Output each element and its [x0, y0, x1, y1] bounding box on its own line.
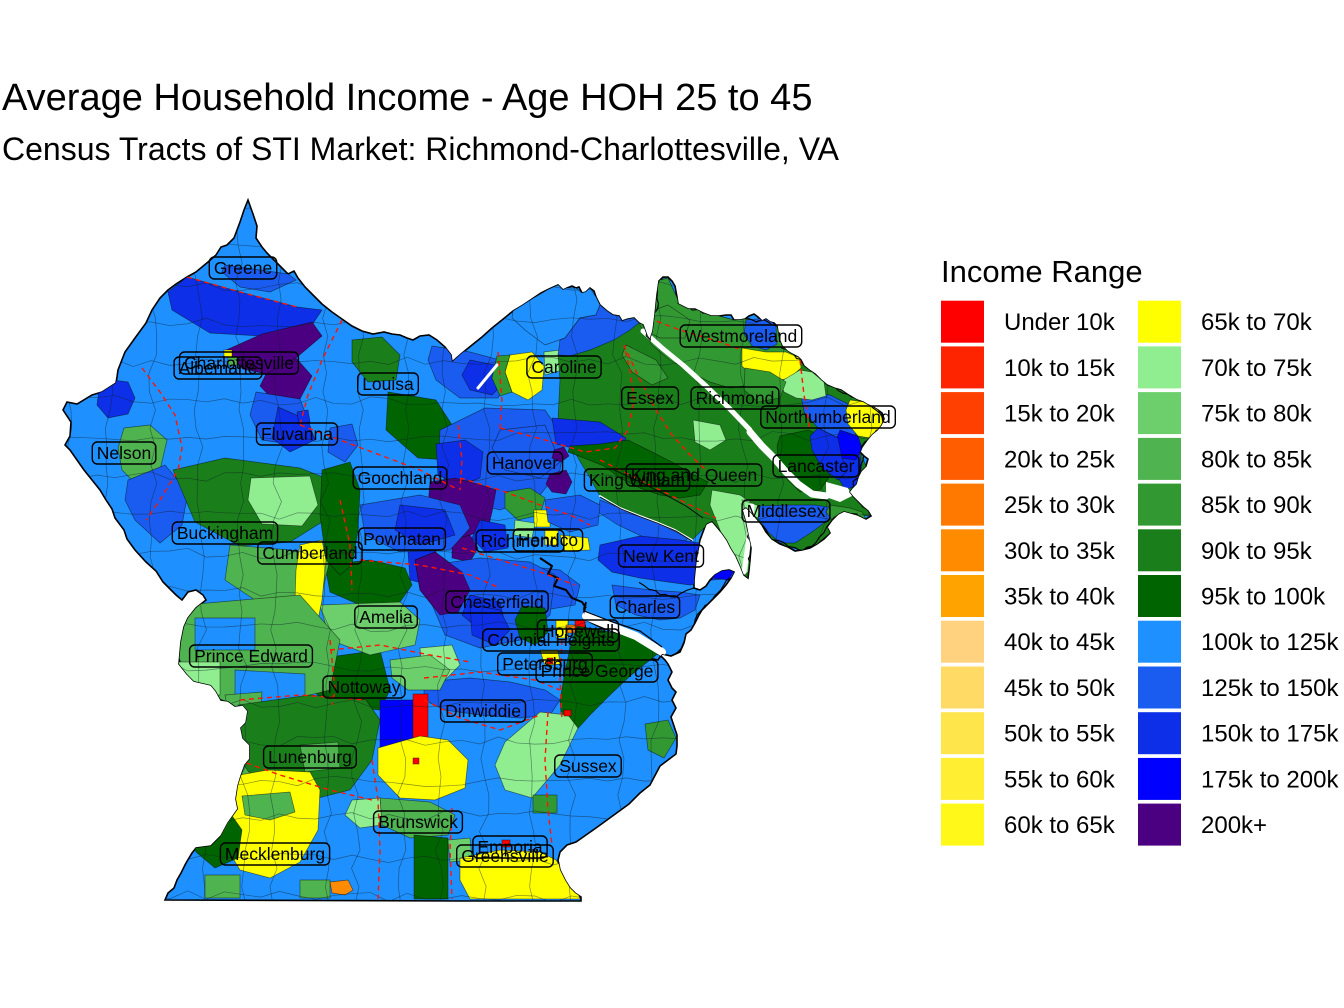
svg-text:75k to 80k: 75k to 80k — [1201, 401, 1313, 428]
svg-text:95k to 100k: 95k to 100k — [1201, 584, 1326, 611]
svg-text:Amelia: Amelia — [359, 607, 413, 627]
svg-text:Emporia: Emporia — [477, 837, 542, 857]
svg-text:70k to 75k: 70k to 75k — [1201, 355, 1313, 382]
svg-text:King William: King William — [589, 470, 685, 490]
svg-text:Hopewell: Hopewell — [542, 621, 614, 641]
svg-text:Brunswick: Brunswick — [378, 812, 458, 832]
svg-text:50k to 55k: 50k to 55k — [1004, 721, 1116, 748]
svg-text:40k to 45k: 40k to 45k — [1004, 629, 1116, 656]
svg-text:Greensville: Greensville — [461, 846, 549, 866]
svg-text:125k to 150k: 125k to 150k — [1201, 675, 1339, 702]
svg-text:45k to 50k: 45k to 50k — [1004, 675, 1116, 702]
svg-text:150k to 175k: 150k to 175k — [1201, 721, 1339, 748]
svg-text:Cumberland: Cumberland — [262, 543, 357, 563]
svg-text:Goochland: Goochland — [358, 468, 443, 488]
svg-text:Middlesex: Middlesex — [747, 501, 826, 521]
svg-text:Nottoway: Nottoway — [328, 677, 401, 697]
svg-text:Westmoreland: Westmoreland — [685, 326, 798, 346]
svg-text:Dinwiddie: Dinwiddie — [445, 701, 521, 721]
svg-text:Petersburg: Petersburg — [502, 654, 588, 674]
svg-text:Caroline: Caroline — [531, 357, 596, 377]
svg-text:Fluvanna: Fluvanna — [261, 424, 333, 444]
svg-text:Prince George: Prince George — [541, 661, 654, 681]
svg-text:Under 10k: Under 10k — [1004, 309, 1116, 336]
svg-text:Sussex: Sussex — [559, 756, 617, 776]
svg-text:Richmond: Richmond — [696, 388, 775, 408]
svg-text:Average Household Income - Age: Average Household Income - Age HOH 25 to… — [2, 77, 812, 119]
svg-text:Louisa: Louisa — [362, 374, 414, 394]
svg-text:Northumberland: Northumberland — [765, 407, 890, 427]
svg-text:Census Tracts of STI Market: R: Census Tracts of STI Market: Richmond-Ch… — [2, 131, 840, 167]
svg-text:Chesterfield: Chesterfield — [450, 592, 543, 612]
svg-text:15k to 20k: 15k to 20k — [1004, 401, 1116, 428]
svg-text:90k to 95k: 90k to 95k — [1201, 538, 1313, 565]
svg-text:Powhatan: Powhatan — [363, 529, 441, 549]
svg-text:Colonial Heights: Colonial Heights — [487, 630, 615, 650]
svg-text:85k to 90k: 85k to 90k — [1201, 492, 1313, 519]
svg-text:King and Queen: King and Queen — [631, 465, 758, 485]
svg-text:25k to 30k: 25k to 30k — [1004, 492, 1116, 519]
svg-text:Buckingham: Buckingham — [177, 523, 273, 543]
svg-text:Greene: Greene — [214, 258, 272, 278]
svg-text:60k to 65k: 60k to 65k — [1004, 812, 1116, 839]
svg-text:Essex: Essex — [626, 388, 674, 408]
svg-text:80k to 85k: 80k to 85k — [1201, 446, 1313, 473]
svg-text:35k to 40k: 35k to 40k — [1004, 584, 1116, 611]
svg-text:200k+: 200k+ — [1201, 812, 1267, 839]
svg-text:55k to 60k: 55k to 60k — [1004, 766, 1116, 793]
svg-text:Lancaster: Lancaster — [778, 456, 855, 476]
svg-text:Albemarle: Albemarle — [179, 358, 258, 378]
svg-text:10k to 15k: 10k to 15k — [1004, 355, 1116, 382]
svg-text:Mecklenburg: Mecklenburg — [225, 844, 325, 864]
svg-text:Hanover: Hanover — [492, 453, 558, 473]
svg-text:Henrico: Henrico — [518, 530, 578, 550]
svg-text:175k to 200k: 175k to 200k — [1201, 766, 1339, 793]
svg-text:Lunenburg: Lunenburg — [268, 747, 352, 767]
svg-text:Charlottesville: Charlottesville — [184, 353, 294, 373]
svg-text:100k to 125k: 100k to 125k — [1201, 629, 1339, 656]
svg-text:20k to 25k: 20k to 25k — [1004, 446, 1116, 473]
svg-text:New Kent: New Kent — [623, 546, 699, 566]
svg-text:65k to 70k: 65k to 70k — [1201, 309, 1313, 336]
svg-text:Income Range: Income Range — [941, 254, 1143, 289]
svg-text:Charles: Charles — [615, 597, 676, 617]
svg-text:Prince Edward: Prince Edward — [194, 646, 308, 666]
svg-text:Richmond: Richmond — [481, 531, 560, 551]
svg-text:30k to 35k: 30k to 35k — [1004, 538, 1116, 565]
svg-text:Nelson: Nelson — [97, 443, 151, 463]
